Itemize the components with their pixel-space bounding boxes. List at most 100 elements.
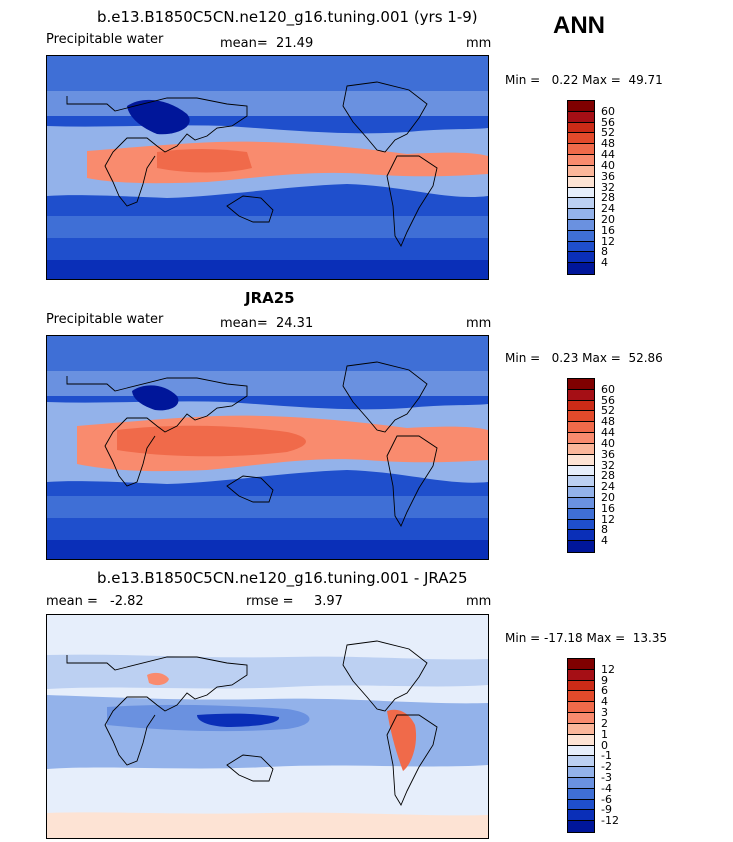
colorbar-swatch xyxy=(568,734,594,746)
season-label: ANN xyxy=(553,12,605,39)
colorbar-swatch xyxy=(568,263,594,274)
colorbar-tick-label: 12 xyxy=(601,234,615,248)
colorbar-tick-label: 28 xyxy=(601,191,615,205)
colorbar-swatch xyxy=(568,541,594,552)
panel2-min-max: Min = 0.23 Max = 52.86 xyxy=(505,351,663,365)
colorbar-swatch xyxy=(568,530,594,542)
colorbar-tick-label: -12 xyxy=(601,814,619,828)
colorbar-swatch xyxy=(568,519,594,531)
coastline-eurasia-africa xyxy=(66,96,248,207)
colorbar-swatch xyxy=(568,155,594,166)
colorbar-swatch xyxy=(568,454,594,466)
colorbar-tick-label: 2 xyxy=(601,716,608,730)
colorbar-swatch xyxy=(568,465,594,477)
colorbar-swatch xyxy=(568,723,594,735)
antarctic-band xyxy=(47,540,488,559)
northern-band xyxy=(47,56,488,91)
himalaya-surplus xyxy=(147,672,169,686)
panel3-mean-label: mean = xyxy=(46,594,98,609)
northern-band xyxy=(47,336,488,371)
colorbar-tick-label: 60 xyxy=(601,104,615,118)
colorbar-swatch xyxy=(568,476,594,488)
panel1-variable: Precipitable water xyxy=(46,32,164,47)
colorbar-swatch xyxy=(568,144,594,156)
colorbar-tick-label: 24 xyxy=(601,202,615,216)
colorbar-swatch xyxy=(568,799,594,811)
colorbar-tick-label: 56 xyxy=(601,393,615,407)
coastline-north-america xyxy=(342,361,428,433)
colorbar-swatch xyxy=(568,659,594,670)
colorbar-tick-label: 44 xyxy=(601,426,615,440)
colorbar-swatch xyxy=(568,122,594,134)
panel1-units: mm xyxy=(466,36,492,51)
colorbar-swatch xyxy=(568,669,594,681)
southern-band xyxy=(47,518,488,540)
colorbar-tick-label: 52 xyxy=(601,126,615,140)
colorbar-swatch xyxy=(568,777,594,789)
coastline-north-america xyxy=(342,640,428,712)
colorbar-tick-label: 4 xyxy=(601,534,608,548)
panel3-title: b.e13.B1850C5CN.ne120_g16.tuning.001 - J… xyxy=(97,569,468,587)
colorbar-tick-label: 16 xyxy=(601,501,615,515)
colorbar-swatch xyxy=(568,252,594,264)
colorbar-tick-label: -3 xyxy=(601,770,612,784)
colorbar-swatch xyxy=(568,209,594,220)
colorbar-swatch xyxy=(568,219,594,231)
colorbar-tick-label: 6 xyxy=(601,684,608,698)
colorbar-swatch xyxy=(568,133,594,145)
colorbar-tick-label: 1 xyxy=(601,727,608,741)
colorbar-tick-label: 3 xyxy=(601,706,608,720)
dry-interior xyxy=(127,99,190,135)
colorbar-tick-label: 24 xyxy=(601,480,615,494)
colorbar-swatch xyxy=(568,389,594,401)
colorbar-swatch xyxy=(568,497,594,509)
colorbar-tick-label: 40 xyxy=(601,436,615,450)
warm-pool xyxy=(117,425,306,457)
colorbar-swatch xyxy=(568,487,594,498)
colorbar-swatch xyxy=(568,691,594,703)
colorbar-tick-label: 12 xyxy=(601,512,615,526)
colorbar-tick-label: 20 xyxy=(601,490,615,504)
colorbar-swatch xyxy=(568,379,594,390)
colorbar-swatch xyxy=(568,821,594,832)
colorbar-swatch xyxy=(568,198,594,210)
colorbar-tick-label: 20 xyxy=(601,212,615,226)
colorbar-tick-label: 8 xyxy=(601,245,608,259)
colorbar-tick-label: 0 xyxy=(601,738,608,752)
panel1-map xyxy=(46,55,489,280)
coastline-eurasia-africa xyxy=(66,655,248,766)
panel1-mean-value: 21.49 xyxy=(276,36,314,51)
colorbar-swatch xyxy=(568,101,594,112)
coastline-north-america xyxy=(342,81,428,153)
panel3-mean-value: -2.82 xyxy=(110,594,144,609)
colorbar-tick-label: 16 xyxy=(601,223,615,237)
colorbar-tick-label: -6 xyxy=(601,792,612,806)
colorbar-swatch xyxy=(568,443,594,455)
northern-midlat-band xyxy=(47,371,488,396)
colorbar-tick-label: 52 xyxy=(601,404,615,418)
colorbar-swatch xyxy=(568,745,594,757)
andes-surplus xyxy=(387,709,417,771)
panel3-map-field xyxy=(47,615,488,838)
colorbar-swatch xyxy=(568,756,594,768)
colorbar-tick-label: -4 xyxy=(601,781,612,795)
panel2-colorbar xyxy=(567,378,595,553)
colorbar-tick-label: 44 xyxy=(601,148,615,162)
colorbar-swatch xyxy=(568,111,594,123)
coastline-south-america xyxy=(386,155,438,247)
panel3-min-max: Min = -17.18 Max = 13.35 xyxy=(505,631,668,645)
panel3-rmse-value: 3.97 xyxy=(314,594,343,609)
dry-interior xyxy=(132,385,179,411)
colorbar-tick-label: 36 xyxy=(601,447,615,461)
colorbar-swatch xyxy=(568,713,594,724)
panel2-map-field xyxy=(47,336,488,559)
colorbar-swatch xyxy=(568,810,594,822)
colorbar-swatch xyxy=(568,767,594,778)
panel2-map xyxy=(46,335,489,560)
colorbar-tick-label: 48 xyxy=(601,137,615,151)
warm-pool xyxy=(157,149,252,173)
panel2-title: JRA25 xyxy=(245,289,295,307)
colorbar-swatch xyxy=(568,422,594,434)
colorbar-tick-label: 32 xyxy=(601,180,615,194)
warm-pool-deficit xyxy=(197,713,280,727)
